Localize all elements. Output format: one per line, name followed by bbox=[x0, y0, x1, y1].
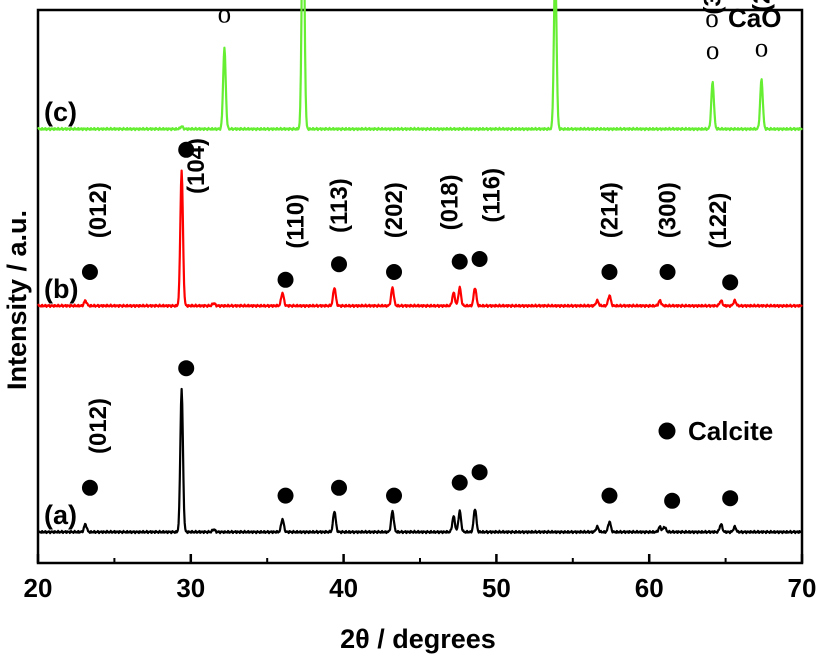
hkl-label: (222) bbox=[749, 0, 776, 12]
legend-cao-label: CaO bbox=[728, 3, 781, 33]
calcite-marker bbox=[277, 271, 294, 288]
y-axis-title: Intensity / a.u. bbox=[2, 210, 32, 390]
plot-frame bbox=[36, 8, 804, 565]
x-tick-label: 20 bbox=[24, 573, 53, 603]
x-tick-label: 60 bbox=[635, 573, 664, 603]
cao-marker: o bbox=[218, 0, 232, 29]
calcite-marker bbox=[81, 264, 98, 280]
calcite-marker bbox=[386, 487, 403, 504]
series-line-b bbox=[37, 169, 803, 309]
peak-markers: ooooo bbox=[81, 0, 769, 509]
legend-calcite-symbol bbox=[658, 422, 676, 440]
curve-label-c: (c) bbox=[44, 97, 77, 127]
calcite-marker bbox=[178, 141, 195, 158]
calcite-marker bbox=[81, 479, 98, 496]
x-tick-label: 40 bbox=[329, 573, 358, 603]
hkl-label: (122) bbox=[705, 193, 732, 249]
hkl-label: (202) bbox=[381, 182, 408, 238]
hkl-label: (018) bbox=[437, 174, 464, 230]
x-ticks: 20 30 40 50 60 70 bbox=[24, 554, 817, 603]
calcite-marker bbox=[601, 487, 618, 504]
series-curves: (a) (b) (c) bbox=[37, 0, 803, 535]
cao-marker: o bbox=[706, 35, 720, 65]
legend-cao-symbol: o bbox=[705, 3, 719, 33]
hkl-label: (113) bbox=[326, 178, 353, 233]
hkl-label: (214) bbox=[597, 182, 624, 238]
hkl-label: (116) bbox=[479, 168, 506, 223]
hkl-label: (300) bbox=[655, 182, 682, 238]
calcite-marker bbox=[664, 492, 681, 509]
calcite-marker bbox=[451, 474, 468, 491]
legend-calcite-label: Calcite bbox=[688, 416, 773, 446]
calcite-marker bbox=[471, 464, 488, 481]
hkl-labels: (012) (012) (104) (110) (113) (202) (018) (116)… bbox=[85, 0, 776, 454]
calcite-marker bbox=[601, 264, 618, 280]
hkl-label: (104) bbox=[183, 138, 210, 194]
series-line-c bbox=[37, 0, 803, 132]
calcite-marker bbox=[386, 264, 403, 280]
curve-label-b: (b) bbox=[44, 274, 78, 304]
calcite-marker bbox=[659, 264, 676, 280]
calcite-marker bbox=[722, 490, 739, 507]
calcite-marker bbox=[331, 256, 348, 273]
calcite-marker bbox=[277, 487, 294, 504]
curve-label-a: (a) bbox=[44, 500, 77, 530]
cao-marker: o bbox=[755, 32, 769, 62]
calcite-marker bbox=[178, 360, 195, 377]
x-axis-title: 2θ / degrees bbox=[340, 624, 496, 654]
plot-border bbox=[36, 8, 804, 565]
series-line-a bbox=[37, 387, 803, 535]
x-tick-label: 30 bbox=[176, 573, 205, 603]
calcite-marker bbox=[722, 274, 739, 291]
hkl-label: (012) bbox=[85, 182, 112, 238]
hkl-label: (012) bbox=[85, 398, 112, 454]
x-tick-label: 50 bbox=[482, 573, 511, 603]
calcite-marker bbox=[471, 251, 488, 267]
hkl-label: (311) bbox=[700, 0, 727, 15]
x-tick-label: 70 bbox=[788, 573, 817, 603]
calcite-marker bbox=[451, 253, 468, 270]
calcite-marker bbox=[331, 479, 348, 496]
hkl-label: (110) bbox=[283, 194, 310, 249]
